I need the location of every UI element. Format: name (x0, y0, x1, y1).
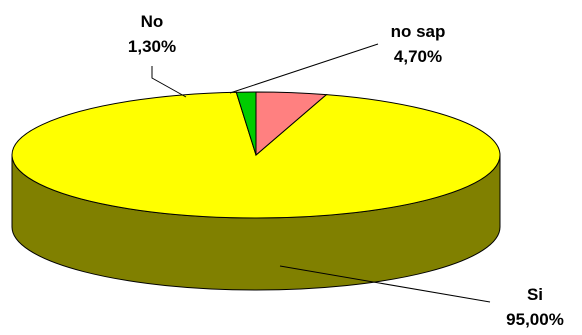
data-label-si-name: Si (527, 285, 543, 304)
pie-slice-no-sap (255, 91, 328, 157)
data-label-no-value: 1,30% (128, 37, 176, 56)
leader-line-no-sap (229, 43, 379, 94)
data-label-no-name: No (141, 12, 164, 31)
data-label-no-sap-name: no sap (391, 22, 446, 41)
data-label-no-sap-value: 4,70% (394, 47, 442, 66)
leader-line-no (151, 66, 187, 98)
leader-line-si (279, 265, 491, 303)
data-label-si-value: 95,00% (506, 310, 564, 329)
